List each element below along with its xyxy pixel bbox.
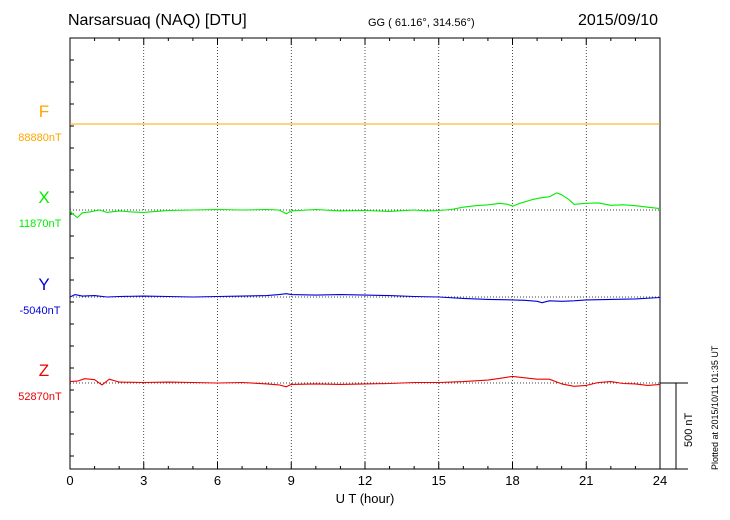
x-tick-label: 21 (579, 473, 593, 488)
baseline-value-y: -5040nT (20, 305, 61, 317)
x-tick-label: 9 (288, 473, 295, 488)
x-tick-label: 6 (214, 473, 221, 488)
x-tick-label: 15 (432, 473, 446, 488)
geographic-coordinates: GG ( 61.16°, 314.56°) (368, 17, 475, 29)
series-name-z: Z (39, 361, 49, 380)
series-name-x: X (38, 188, 49, 207)
scale-bar-label: 500 nT (683, 412, 695, 447)
x-tick-label: 3 (140, 473, 147, 488)
x-tick-label: 0 (66, 473, 73, 488)
x-tick-label: 12 (358, 473, 372, 488)
station-title: Narsarsuaq (NAQ) [DTU] (68, 12, 247, 29)
series-name-f: F (39, 102, 49, 121)
x-tick-label: 18 (505, 473, 519, 488)
baseline-value-f: 88880nT (18, 132, 62, 144)
series-line-y (69, 293, 661, 304)
x-tick-label: 24 (653, 473, 667, 488)
series-line-x (69, 192, 661, 219)
baseline-value-z: 52870nT (18, 391, 62, 403)
baseline-value-x: 11870nT (19, 218, 62, 230)
series-name-y: Y (38, 275, 49, 294)
plot-date: 2015/09/10 (578, 12, 659, 29)
series-line-z (69, 375, 661, 388)
x-axis-label: U T (hour) (336, 491, 395, 506)
